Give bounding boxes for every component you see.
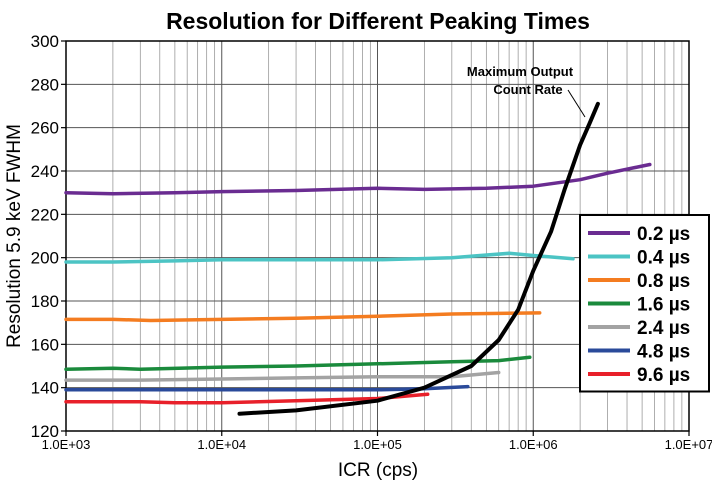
x-axis-label: ICR (cps) [338,460,418,481]
legend-label-5: 4.8 µs [637,342,690,363]
annotation-leader [567,89,586,118]
x-axis-ticks: 1.0E+03 1.0E+04 1.0E+05 1.0E+06 1.0E+07 [42,431,712,452]
legend-label-4: 2.4 µs [637,318,690,339]
y-tick-label: 260 [31,119,59,138]
series-line-5 [64,384,470,392]
y-axis-ticks: 120 140 160 180 200 220 240 260 280 300 [31,32,66,441]
x-tick-label: 1.0E+03 [42,437,91,452]
max-count-rate-curve [237,101,600,416]
legend-label-2: 0.8 µs [637,271,690,292]
legend-label-1: 0.4 µs [637,248,690,269]
legend-label-3: 1.6 µs [637,295,690,316]
annotation-group: Maximum Output Count Rate [467,64,586,118]
legend-label-0: 0.2 µs [637,224,690,245]
max-count-rate-group [237,101,600,416]
series-line-0 [64,162,652,196]
x-tick-label: 1.0E+06 [509,437,558,452]
series-line-3 [64,355,532,372]
series-line-1 [64,251,575,264]
legend: 0.2 µs 0.4 µs0.8 µs 1.6 µs2.4 µs 4.8 µs9.6 … [579,214,710,393]
annotation-line-1: Maximum Output [467,64,574,79]
series-line-4 [64,370,501,382]
y-tick-label: 140 [31,379,59,398]
y-tick-label: 160 [31,335,59,354]
x-tick-label: 1.0E+07 [665,437,712,452]
x-tick-label: 1.0E+04 [197,437,246,452]
series-line-2 [64,311,542,323]
x-tick-label: 1.0E+05 [353,437,402,452]
y-tick-label: 240 [31,162,59,181]
annotation-line-2: Count Rate [493,82,562,97]
y-tick-label: 180 [31,292,59,311]
legend-label-6: 9.6 µs [637,365,690,386]
series-line-6 [64,392,430,405]
y-tick-label: 280 [31,75,59,94]
chart-title: Resolution for Different Peaking Times [166,8,590,34]
y-tick-label: 220 [31,205,59,224]
y-tick-label: 200 [31,249,59,268]
y-axis-label: Resolution 5.9 keV FWHM [4,124,25,348]
y-tick-label: 300 [31,32,59,51]
y-tick-label: 120 [31,422,59,441]
